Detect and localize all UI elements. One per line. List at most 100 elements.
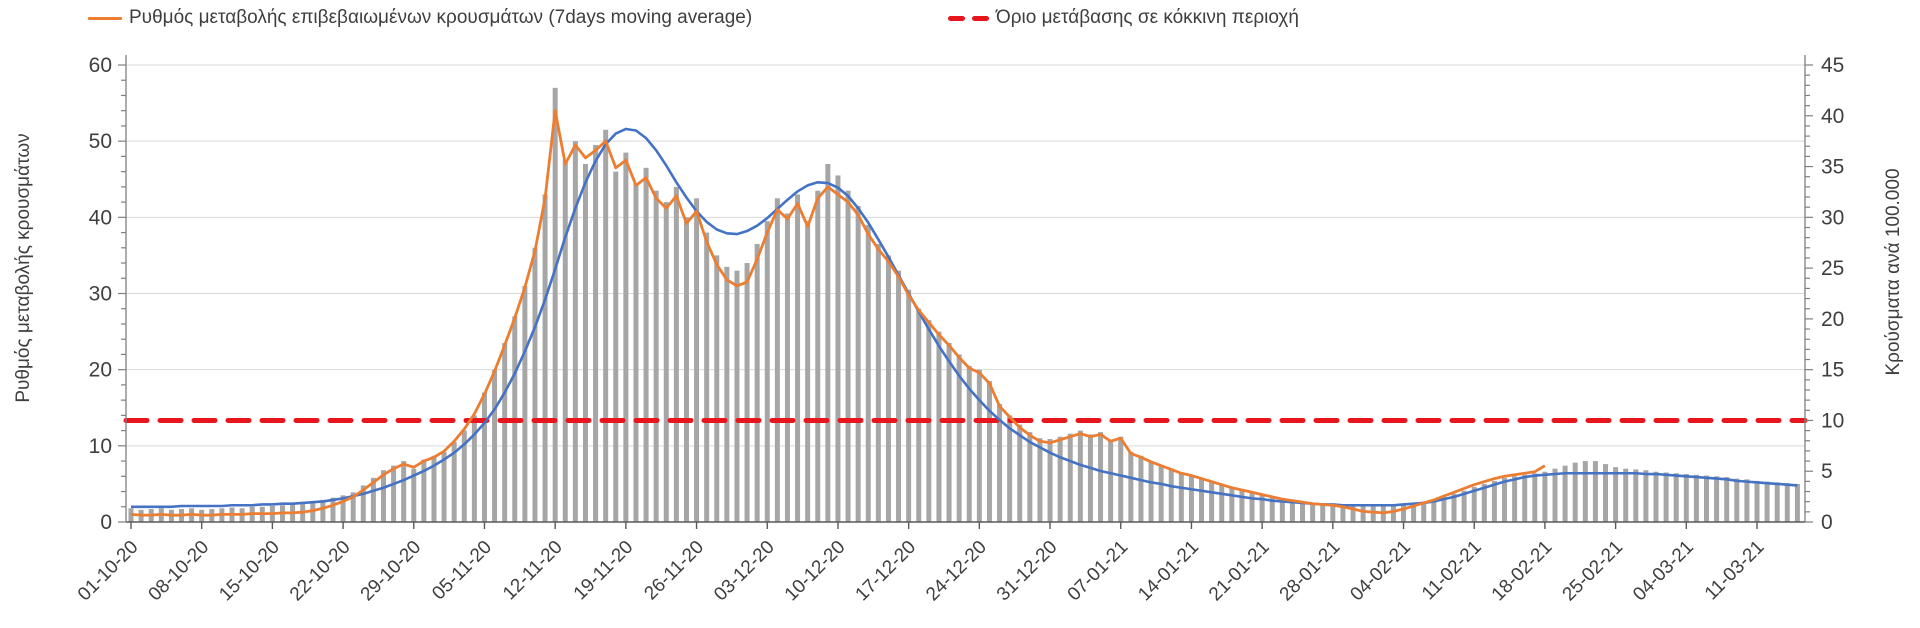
bar: [855, 205, 861, 523]
bar: [1401, 503, 1407, 522]
bar: [1289, 500, 1295, 522]
bar: [1532, 473, 1538, 522]
bar: [1774, 482, 1780, 522]
x-tick-label: 26-11-20: [640, 537, 708, 605]
bar: [1582, 461, 1588, 522]
bar: [1572, 462, 1578, 522]
bar: [421, 459, 427, 522]
x-tick-label: 25-02-21: [1559, 537, 1628, 606]
bar: [360, 485, 366, 522]
bar: [1269, 496, 1275, 522]
bar: [1087, 434, 1093, 522]
bar: [1057, 436, 1063, 522]
y-left-tick-label: 30: [89, 283, 112, 306]
bar: [673, 186, 679, 522]
y-right-tick-label: 20: [1821, 308, 1844, 331]
bar: [1794, 483, 1800, 522]
x-tick-label: 04-02-21: [1346, 537, 1415, 606]
x-tick-label: 03-12-20: [710, 537, 779, 606]
x-tick-label: 29-10-20: [357, 537, 426, 606]
bar: [320, 499, 326, 522]
bar: [1623, 468, 1629, 522]
y-left-tick-label: 40: [89, 206, 112, 229]
x-tick-label: 17-12-20: [852, 537, 921, 606]
bar: [471, 415, 477, 522]
x-tick-label: 05-11-20: [428, 537, 496, 605]
y-left-tick-label: 50: [89, 130, 112, 153]
bar: [633, 183, 639, 522]
x-tick-label: 15-10-20: [215, 537, 284, 606]
bar: [896, 270, 902, 522]
bar: [1451, 493, 1457, 522]
y-right-tick-label: 30: [1821, 206, 1844, 229]
bar: [1764, 481, 1770, 522]
bar: [906, 289, 912, 522]
bar: [1138, 455, 1144, 522]
x-tick-label: 19-11-20: [570, 537, 638, 605]
bar: [1209, 481, 1215, 522]
bar: [997, 403, 1003, 522]
trend-line: [131, 127, 1798, 509]
bar: [492, 369, 498, 522]
bar: [431, 455, 437, 522]
bar: [350, 492, 356, 522]
bar: [744, 263, 750, 522]
y-left-tick-label: 60: [89, 54, 112, 77]
bar: [885, 255, 891, 522]
bar: [1178, 472, 1184, 522]
gridlines: [126, 64, 1805, 447]
x-tick-label: 21-01-21: [1205, 537, 1274, 606]
bar: [572, 141, 578, 522]
legend-label-moving-average: Ρυθμός μεταβολής επιβεβαιωμένων κρουσμάτ…: [129, 7, 753, 28]
bar: [481, 392, 487, 522]
bar: [1673, 473, 1679, 522]
bar: [1542, 471, 1548, 522]
bar: [1411, 502, 1417, 522]
bar: [643, 167, 649, 522]
bar: [734, 270, 740, 522]
legend-label-red-zone-threshold: Όριο μετάβασης σε κόκκινη περιοχή: [996, 7, 1299, 28]
bar: [1592, 461, 1598, 522]
y-right-tick-label: 45: [1821, 54, 1844, 77]
series-lines: [123, 109, 1808, 517]
bar: [1229, 487, 1235, 522]
bar: [694, 198, 700, 522]
bar: [1633, 469, 1639, 522]
bar: [986, 381, 992, 522]
bar: [1007, 415, 1013, 522]
bar: [623, 152, 629, 522]
bar: [754, 243, 760, 522]
bar: [391, 465, 397, 522]
bar: [1744, 479, 1750, 522]
orange-line-swatch-icon: [88, 16, 122, 20]
bar: [502, 343, 508, 522]
bar: [461, 430, 467, 522]
bar: [865, 224, 871, 522]
bar: [582, 164, 588, 522]
daily-bars: [128, 87, 1800, 523]
bar: [774, 198, 780, 522]
bar: [1360, 504, 1366, 522]
bar: [1603, 464, 1609, 522]
bar: [1502, 477, 1508, 522]
bar: [1279, 499, 1285, 522]
x-tick-label: 24-12-20: [922, 537, 991, 606]
bar: [1199, 478, 1205, 522]
bar: [1754, 480, 1760, 522]
bar: [1552, 468, 1558, 522]
bar: [613, 171, 619, 522]
bar: [1663, 472, 1669, 522]
x-tick-label: 04-03-21: [1629, 537, 1698, 606]
bar: [653, 190, 659, 523]
x-tick-label: 12-11-20: [499, 537, 567, 605]
y-left-tick-label: 0: [100, 511, 112, 534]
y-right-tick-label: 15: [1821, 359, 1844, 382]
bar: [1481, 483, 1487, 522]
y-right-tick-label: 35: [1821, 156, 1844, 179]
x-tick-label: 22-10-20: [286, 537, 355, 606]
bar: [1683, 474, 1689, 522]
bar: [795, 194, 801, 522]
y-right-tick-label: 25: [1821, 257, 1844, 280]
